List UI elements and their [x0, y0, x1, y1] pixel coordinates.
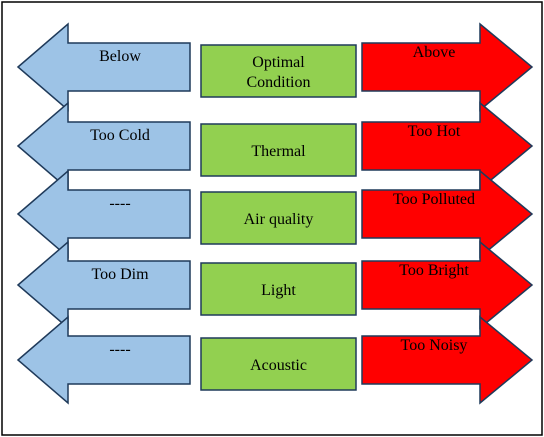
below-label: Below — [99, 48, 141, 65]
below-label: ---- — [109, 195, 130, 212]
above-arrow — [361, 240, 534, 330]
row-4: Too Dim Too Bright Light — [16, 240, 534, 330]
above-label: Too Noisy — [401, 337, 468, 354]
row-1: Below Above Optimal Condition — [16, 22, 534, 112]
above-label: Too Hot — [408, 123, 461, 140]
optimal-box — [200, 44, 357, 98]
optimal-label: Thermal — [251, 143, 306, 160]
below-arrow — [16, 315, 191, 405]
above-arrow — [361, 101, 534, 191]
above-label: Too Polluted — [393, 191, 475, 208]
above-arrow — [361, 22, 534, 112]
optimal-box — [200, 191, 357, 245]
optimal-label: Light — [261, 282, 296, 299]
optimal-box — [200, 337, 357, 391]
below-label: Too Cold — [90, 127, 150, 144]
above-label: Too Bright — [399, 262, 469, 279]
optimal-label: Condition — [246, 74, 310, 91]
above-arrow — [361, 315, 534, 405]
row-5: ---- Too Noisy Acoustic — [16, 315, 534, 405]
below-label: Too Dim — [91, 266, 149, 283]
above-label: Above — [413, 44, 456, 61]
optimal-box — [200, 262, 357, 316]
above-arrow — [361, 169, 534, 259]
optimal-box — [200, 123, 357, 177]
optimal-label: Optimal — [252, 54, 305, 71]
row-2: Too Cold Too Hot Thermal — [16, 101, 534, 191]
below-label: ---- — [109, 341, 130, 358]
optimal-label: Air quality — [244, 211, 314, 228]
optimal-label: Acoustic — [250, 357, 307, 374]
